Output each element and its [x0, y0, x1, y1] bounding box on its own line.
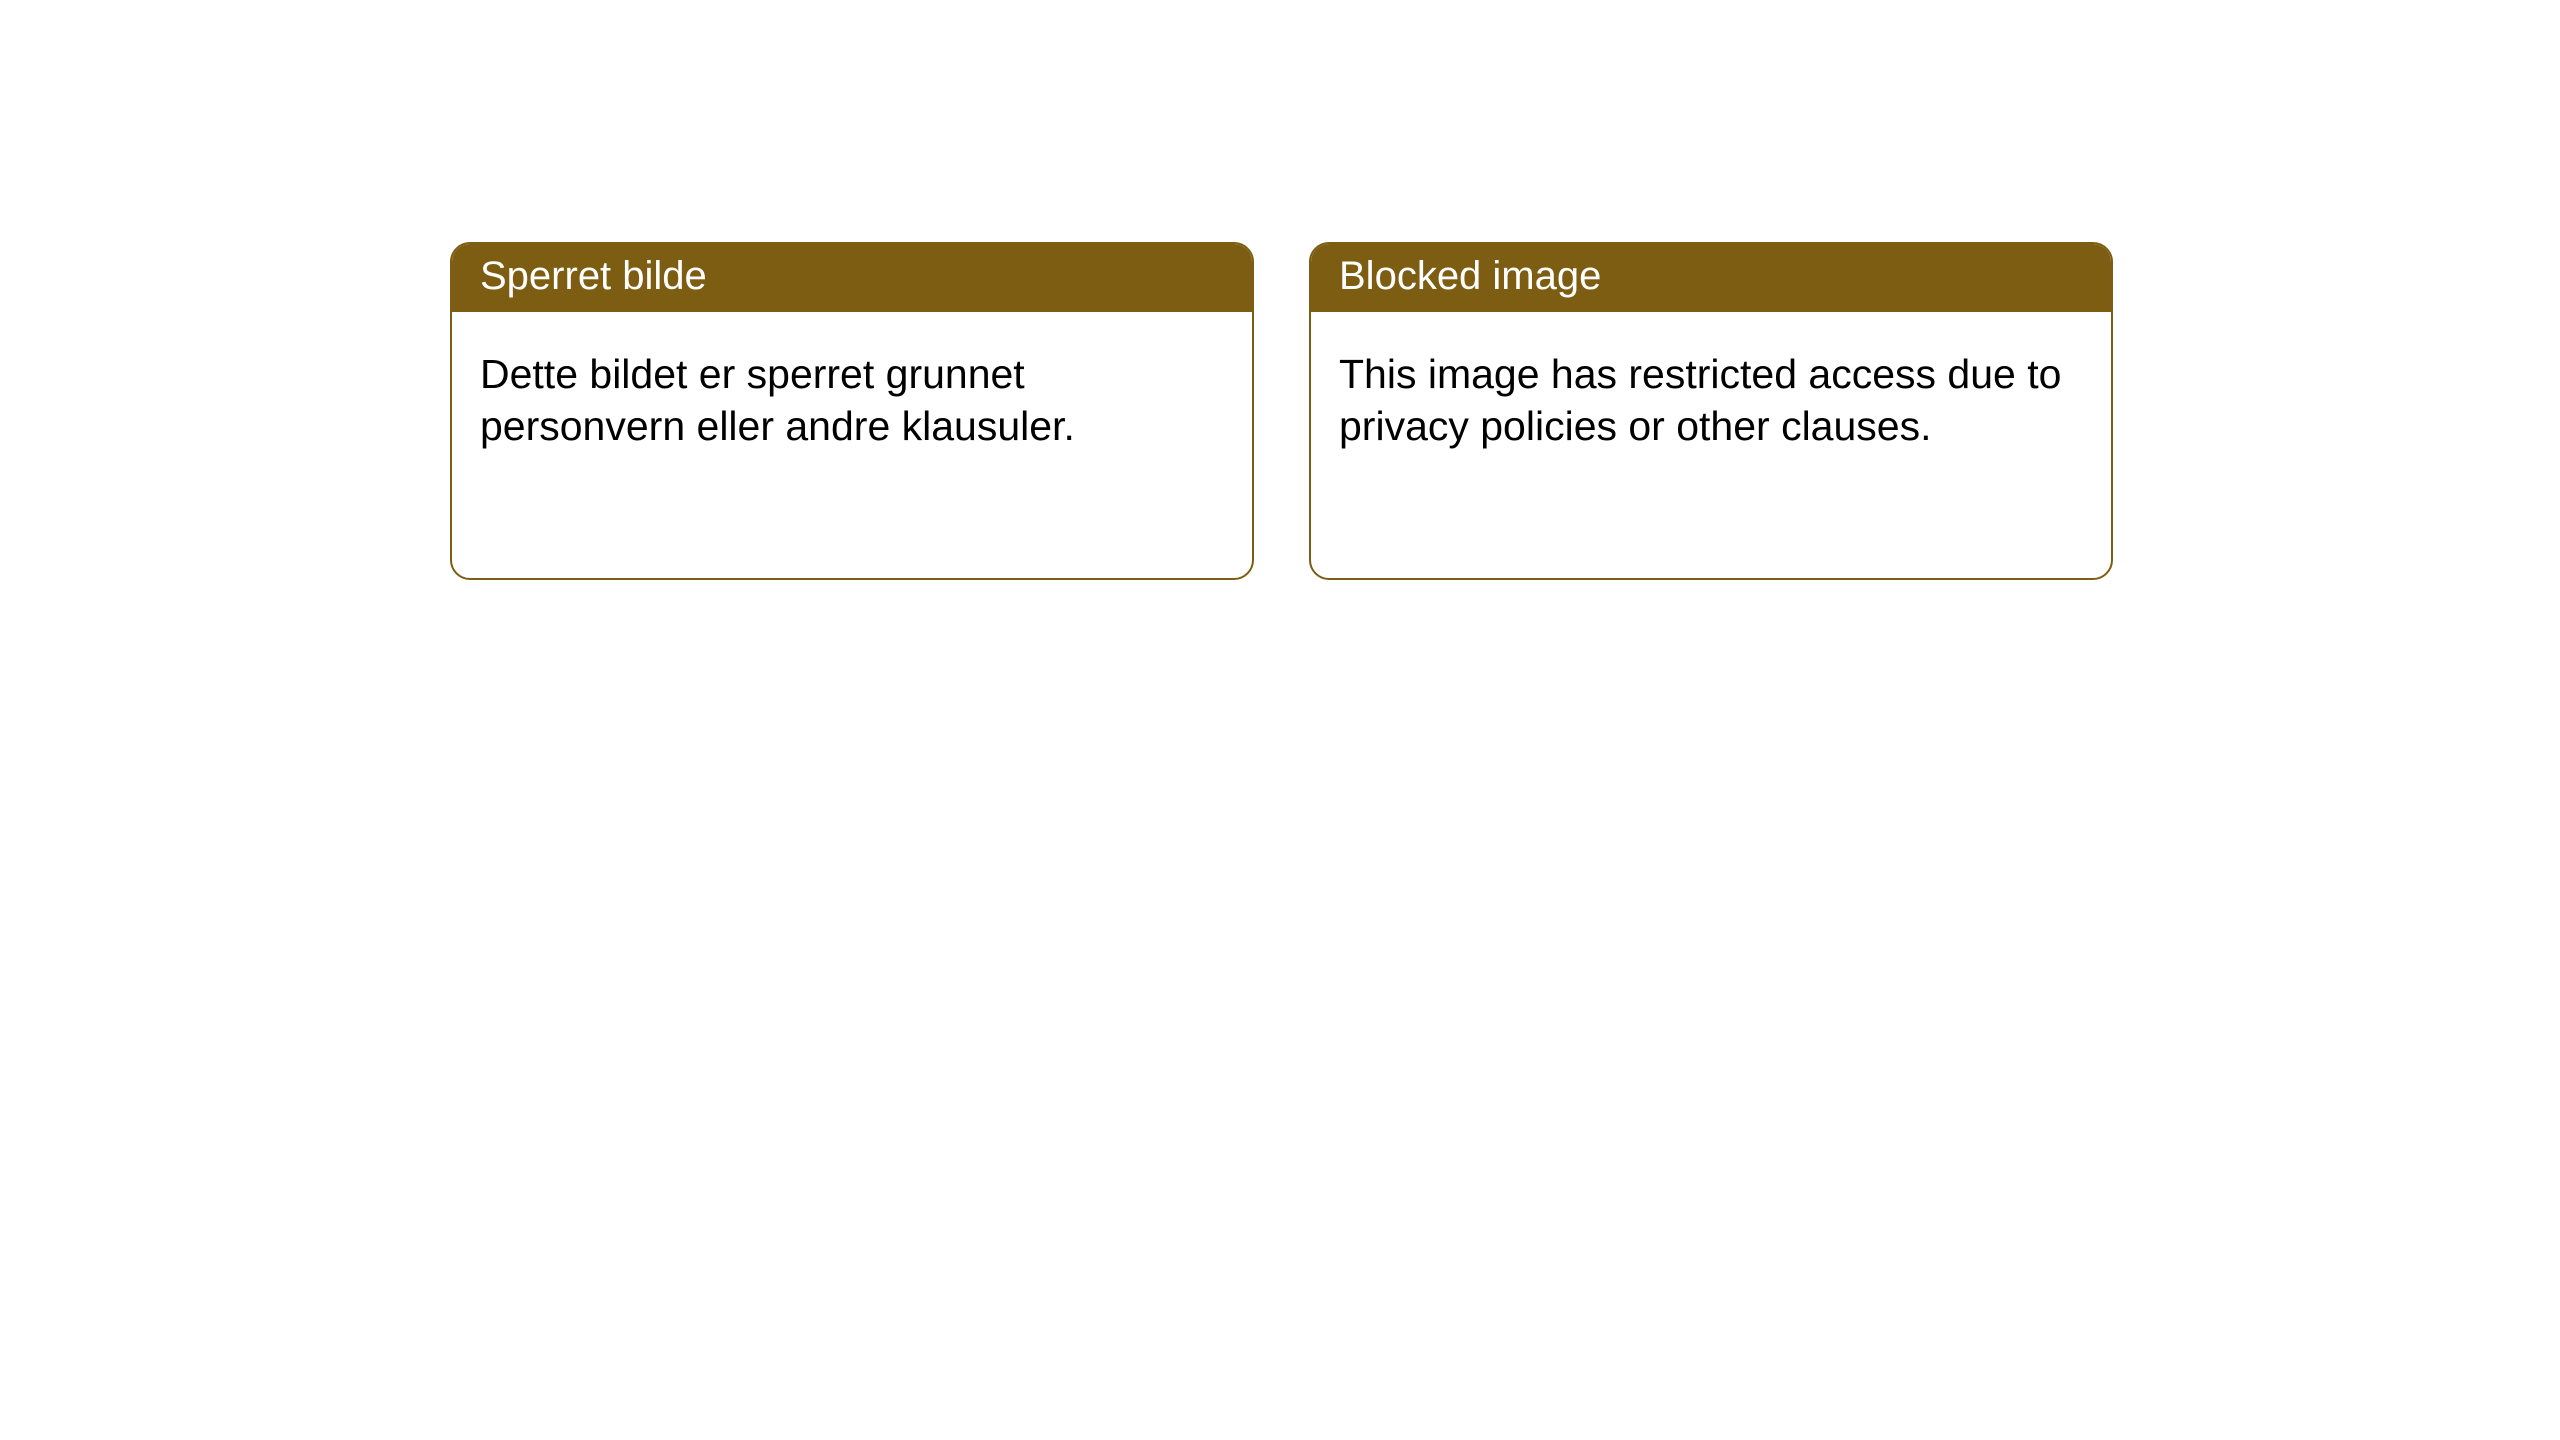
card-body-no: Dette bildet er sperret grunnet personve… — [452, 312, 1252, 489]
blocked-image-card-no: Sperret bilde Dette bildet er sperret gr… — [450, 242, 1254, 580]
card-title-en: Blocked image — [1311, 244, 2111, 312]
card-title-no: Sperret bilde — [452, 244, 1252, 312]
card-body-en: This image has restricted access due to … — [1311, 312, 2111, 489]
blocked-image-card-en: Blocked image This image has restricted … — [1309, 242, 2113, 580]
notice-cards-container: Sperret bilde Dette bildet er sperret gr… — [0, 0, 2560, 580]
